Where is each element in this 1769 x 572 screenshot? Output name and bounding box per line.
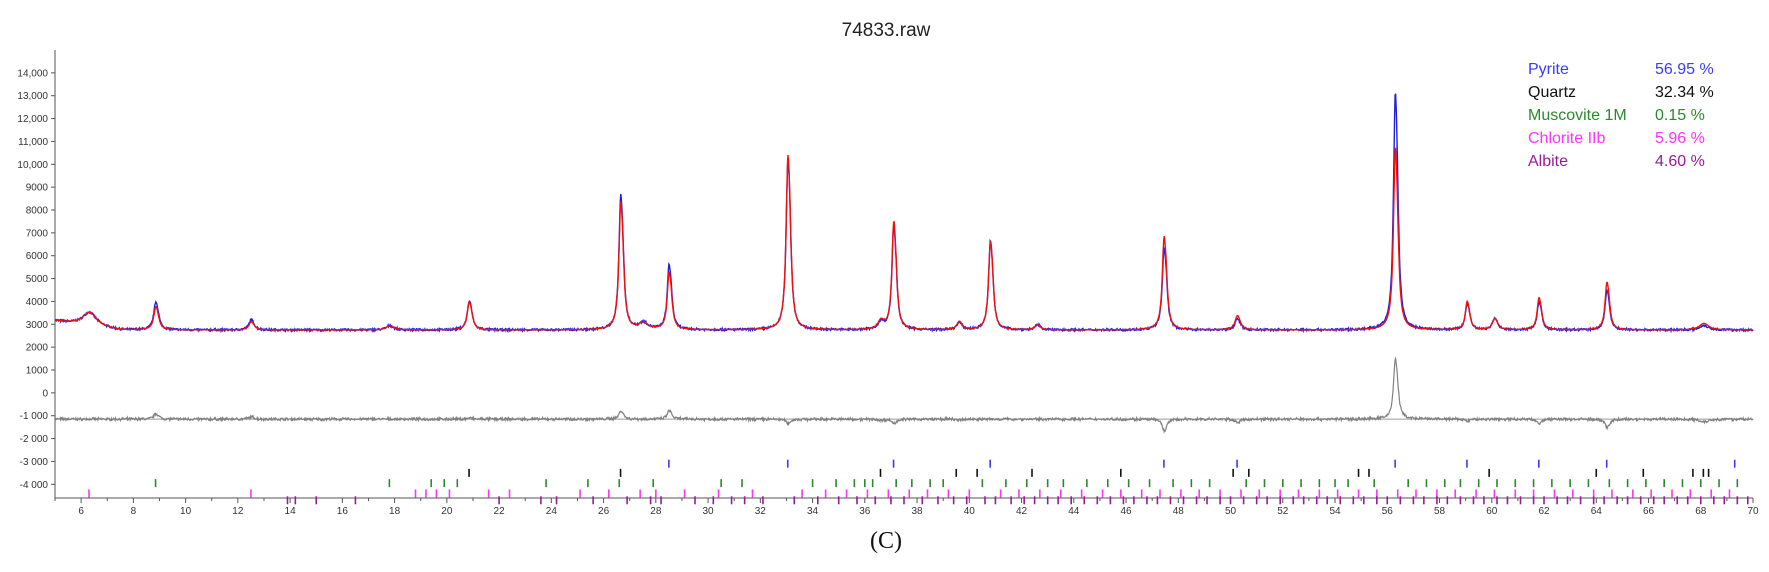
figure-caption: (C) — [870, 528, 902, 554]
x-tick-label: 12 — [232, 506, 244, 517]
y-tick-label: 14,000 — [17, 68, 48, 79]
y-tick-label: 3000 — [26, 320, 49, 331]
x-tick-label: 64 — [1591, 506, 1603, 517]
calculated-curve-group — [55, 146, 1753, 331]
legend-value-chlorite: 5.96 % — [1655, 130, 1705, 147]
y-tick-label: 0 — [42, 388, 48, 399]
y-tick-label: 13,000 — [17, 91, 48, 102]
x-tick-label: 70 — [1747, 506, 1759, 517]
legend-label-chlorite: Chlorite IIb — [1528, 130, 1605, 147]
x-tick-label: 42 — [1016, 506, 1028, 517]
x-tick-label: 20 — [441, 506, 453, 517]
legend-value-quartz: 32.34 % — [1655, 84, 1714, 101]
legend-value-muscovite: 0.15 % — [1655, 107, 1705, 124]
chart-title: 74833.raw — [842, 20, 931, 41]
x-tick-label: 28 — [650, 506, 662, 517]
x-tick-label: 32 — [755, 506, 767, 517]
x-tick-label: 24 — [546, 506, 558, 517]
x-tick-label: 58 — [1434, 506, 1446, 517]
x-tick-label: 48 — [1173, 506, 1185, 517]
x-tick-label: 66 — [1643, 506, 1655, 517]
y-tick-label: 10,000 — [17, 160, 48, 171]
y-tick-label: 1000 — [26, 366, 49, 377]
y-tick-label: 6000 — [26, 251, 49, 262]
legend-label-pyrite: Pyrite — [1528, 61, 1569, 78]
x-tick-label: 30 — [703, 506, 715, 517]
calculated-curve — [55, 146, 1753, 331]
y-tick-label: 8000 — [26, 206, 49, 217]
y-tick-label: 7000 — [26, 228, 49, 239]
y-tick-label: 11,000 — [18, 137, 48, 148]
legend-value-albite: 4.60 % — [1655, 153, 1705, 170]
x-tick-label: 38 — [911, 506, 923, 517]
observed-curve — [54, 93, 1754, 334]
x-tick-label: 14 — [285, 506, 297, 517]
x-tick-label: 44 — [1068, 506, 1080, 517]
x-tick-label: 68 — [1695, 506, 1707, 517]
observed-curve-group — [54, 93, 1754, 334]
x-tick-label: 26 — [598, 506, 610, 517]
x-tick-label: 8 — [131, 506, 137, 517]
x-tick-label: 18 — [389, 506, 401, 517]
x-tick-label: 34 — [807, 506, 819, 517]
y-tick-label: 5000 — [26, 274, 49, 285]
x-tick-label: 62 — [1538, 506, 1550, 517]
x-tick-label: 60 — [1486, 506, 1498, 517]
difference-curve-group — [54, 356, 1754, 434]
x-tick-label: 54 — [1329, 506, 1341, 517]
y-tick-label: 12,000 — [17, 114, 48, 125]
difference-curve — [54, 356, 1754, 434]
legend-label-quartz: Quartz — [1528, 84, 1576, 101]
y-tick-label: 9000 — [26, 183, 49, 194]
x-tick-label: 10 — [180, 506, 192, 517]
legend-label-muscovite: Muscovite 1M — [1528, 107, 1627, 124]
x-tick-label: 16 — [337, 506, 349, 517]
x-axis: 6 8 10 12 14 16 18 20 22 24 26 28 30 32 34 36 38 40 42 44 46… — [54, 498, 1759, 517]
x-tick-label: 6 — [78, 506, 84, 517]
y-tick-label: -3 000 — [20, 457, 49, 468]
x-tick-label: 36 — [859, 506, 871, 517]
y-axis: 14,000 13,000 12,000 11,000 10,000 9000 8000 70… — [17, 68, 55, 491]
x-tick-label: 52 — [1277, 506, 1289, 517]
y-tick-label: -2 000 — [20, 434, 49, 445]
phase-reflection-markers — [88, 459, 1749, 505]
y-tick-label: 4000 — [26, 297, 49, 308]
x-tick-label: 40 — [964, 506, 976, 517]
legend-label-albite: Albite — [1528, 153, 1568, 170]
legend: Pyrite 56.95 % Quartz 32.34 % Muscovite … — [1528, 61, 1714, 170]
y-tick-label: 2000 — [26, 343, 49, 354]
x-tick-label: 46 — [1120, 506, 1132, 517]
x-tick-label: 22 — [494, 506, 506, 517]
x-tick-label: 56 — [1382, 506, 1394, 517]
y-tick-label: -1 000 — [20, 411, 49, 422]
legend-value-pyrite: 56.95 % — [1655, 61, 1714, 78]
x-tick-label: 50 — [1225, 506, 1237, 517]
y-tick-label: -4 000 — [20, 480, 49, 491]
